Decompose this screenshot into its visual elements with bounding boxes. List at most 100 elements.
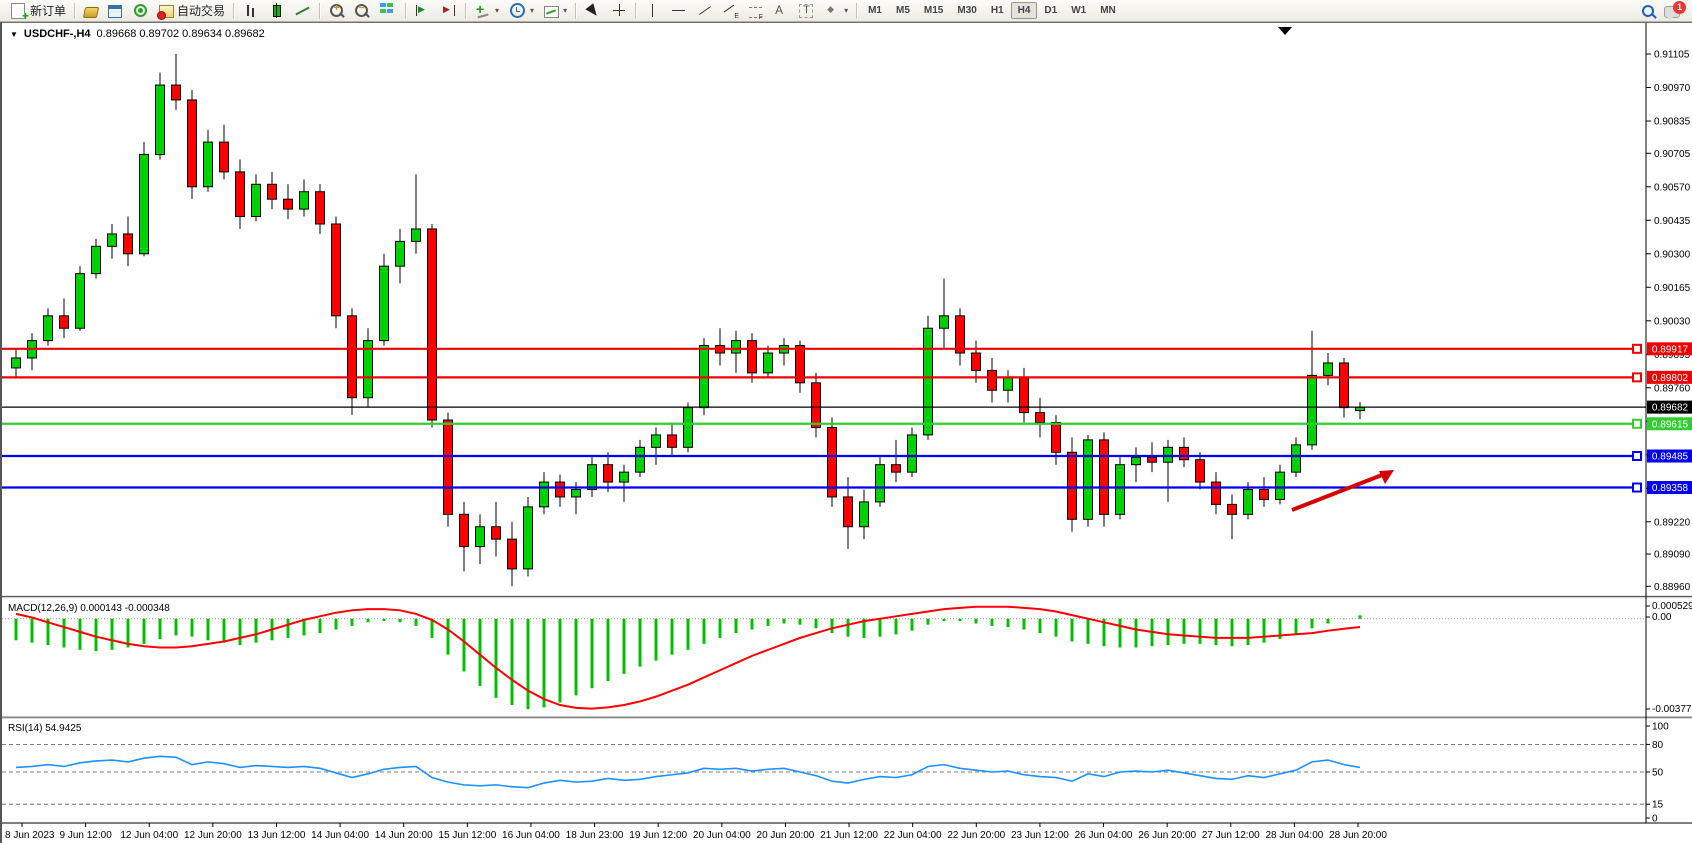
equidistant-channel-button[interactable] [718,0,744,21]
chart-title: ▼ USDCHF-,H4 0.89668 0.89702 0.89634 0.8… [10,28,265,40]
vertical-line-button[interactable] [640,0,666,21]
templates-button[interactable]: ▾ [539,0,572,21]
auto-trading-button[interactable]: 自动交易 [154,0,230,21]
search-icon[interactable] [1642,4,1654,17]
bull-candle [139,154,149,255]
notifications-icon[interactable]: 1 [1664,1,1686,21]
svg-text:21 Jun 12:00: 21 Jun 12:00 [820,830,878,841]
bull-candle [107,233,117,247]
new-order-button[interactable]: 新订单 [4,0,71,23]
horizontal-levels[interactable]: 0.89917 0.89802 0.89682 0.89615 0.89485 0.893… [2,342,1692,495]
svg-text:22 Jun 04:00: 22 Jun 04:00 [884,830,942,841]
chart-menu-icon[interactable]: ▼ [10,29,18,39]
period-list-icon [510,3,526,18]
bull-candle [379,265,389,342]
bar-chart-button[interactable] [238,0,264,21]
navigator-button[interactable] [127,0,154,21]
period-list-button[interactable]: ▾ [504,0,539,21]
arrows-button[interactable]: ▾ [819,0,853,21]
svg-text:0.90835: 0.90835 [1654,117,1691,128]
line-chart-button[interactable] [290,0,316,21]
svg-text:27 Jun 12:00: 27 Jun 12:00 [1202,830,1260,841]
trend-arrow-annotation[interactable] [1291,470,1394,512]
bull-candle [43,315,53,342]
bear-candle [235,171,245,218]
toolbar-separator [233,2,236,19]
svg-text:0.90300: 0.90300 [1654,249,1691,260]
timeframe-w1-button[interactable]: W1 [1071,5,1087,16]
bull-candle [635,446,645,473]
bull-candle [1307,374,1317,446]
chart-shift-marker[interactable] [1278,27,1292,35]
text-button[interactable] [767,0,793,21]
templates-icon [544,6,560,18]
bull-candle [475,526,485,548]
bear-candle [331,223,341,317]
bear-candle [827,426,837,498]
bull-candle [523,506,533,570]
level-price-box [1647,417,1692,431]
bull-candle [75,273,85,329]
trend-line-button[interactable] [692,0,718,21]
timeframe-m15-button[interactable]: M15 [923,5,944,16]
svg-text:0.89917: 0.89917 [1652,344,1689,355]
timeframe-d1-button[interactable]: D1 [1044,5,1058,16]
bear-candle [507,538,517,570]
bull-candle [571,489,581,498]
bull-candle [251,183,261,218]
toolbar-separator [635,2,638,19]
macd-indicator-label: MACD(12,26,9) 0.000143 -0.000348 [8,603,170,614]
period-list-dropdown-icon[interactable]: ▾ [530,6,535,15]
crosshair-button[interactable] [606,0,632,21]
level-handle [1632,482,1642,493]
bull-candle [1003,377,1013,391]
styler-button[interactable] [79,0,103,21]
auto-scroll-icon [415,3,431,19]
auto-trading-icon [157,5,175,20]
bear-candle [891,464,901,473]
bull-candle [875,464,885,503]
timeframe-m30-button[interactable]: M30 [957,5,977,16]
chart-window: 0.91105 0.90970 0.90835 0.90705 0.90570 0.904… [0,22,1692,843]
text-label-button[interactable] [793,0,819,21]
new-order-icon [11,2,29,23]
bear-candle [667,434,677,448]
templates-dropdown-icon[interactable]: ▾ [563,6,568,15]
chart-canvas[interactable]: 0.91105 0.90970 0.90835 0.90705 0.90570 0.904… [2,23,1692,843]
svg-text:0.88960: 0.88960 [1654,582,1691,593]
timeframe-h1-button[interactable]: H1 [990,5,1004,16]
svg-text:0.90435: 0.90435 [1654,216,1691,227]
chart-shift-button[interactable] [436,0,462,21]
timeframe-m1-button[interactable]: M1 [868,5,882,16]
svg-text:0.90970: 0.90970 [1654,83,1691,94]
auto-scroll-button[interactable] [410,0,436,21]
bear-candle [843,496,853,528]
bear-candle [491,526,501,540]
chart-symbol: USDCHF-,H4 [23,28,91,40]
bull-candle [651,434,661,448]
cursor-button[interactable] [580,0,606,21]
tile-windows-button[interactable] [374,0,402,21]
timeframe-m5-button[interactable]: M5 [896,5,910,16]
level-price-box [1647,400,1692,414]
arrows-dropdown-icon[interactable]: ▾ [844,6,849,15]
crosshair-icon [611,3,627,19]
zoom-in-button[interactable] [324,0,349,21]
bear-candle [971,352,981,371]
svg-text:28 Jun 04:00: 28 Jun 04:00 [1265,830,1323,841]
indicators-list-dropdown-icon[interactable]: ▾ [495,6,500,15]
horizontal-line-button[interactable] [666,0,692,21]
fibonacci-button[interactable] [744,0,767,21]
timeframe-mn-button[interactable]: MN [1100,5,1116,16]
timeframe-h4-button[interactable]: H4 [1010,2,1038,19]
bull-candle [923,327,933,436]
data-window-button[interactable] [103,0,127,21]
zoom-out-button[interactable] [349,0,374,21]
horizontal-line-icon [671,3,687,19]
zoom-out-icon [355,3,369,17]
navigator-icon [134,4,148,17]
candlestick-chart-button[interactable] [264,0,290,21]
level-price-box [1647,449,1692,463]
indicators-list-button[interactable]: ▾ [470,0,504,21]
